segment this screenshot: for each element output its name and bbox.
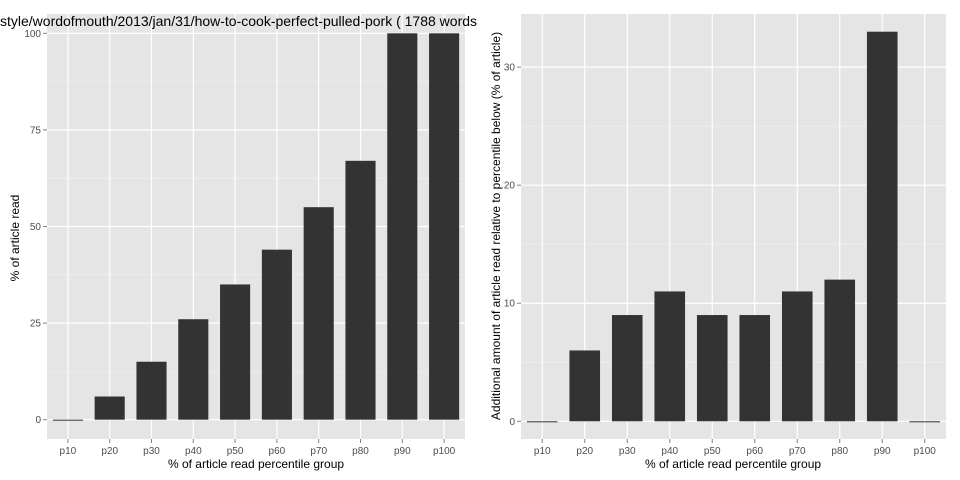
bar-right-p80 — [824, 279, 856, 422]
bar-left-p10 — [52, 419, 83, 421]
y-tick-label-left: 25 — [30, 319, 42, 330]
x-tick-label-right: p70 — [789, 446, 806, 457]
x-tick-label-left: p70 — [310, 446, 327, 457]
x-tick-label-right: p60 — [746, 446, 763, 457]
x-tick-label-left: p100 — [433, 446, 456, 457]
x-tick-label-right: p40 — [661, 446, 678, 457]
x-tick-label-left: p30 — [143, 446, 160, 457]
y-tick-label-right: 30 — [504, 63, 516, 74]
bar-right-p70 — [781, 291, 813, 422]
bar-left-p80 — [345, 160, 376, 420]
x-tick-label-right: p50 — [704, 446, 721, 457]
x-tick-label-right: p30 — [619, 446, 636, 457]
y-tick-label-left: 100 — [24, 29, 41, 40]
chart-left: 0 25 50 75 100 p10 p20 p30 p40 p50 p60 p70 p80 p90 p10… — [0, 13, 477, 471]
bar-left-p50 — [220, 284, 251, 420]
x-tick-label-left: p20 — [101, 446, 118, 457]
y-axis-title-right: Additional amount of article read relati… — [489, 32, 503, 420]
bar-right-p60 — [739, 315, 771, 422]
x-tick-label-right: p90 — [874, 446, 891, 457]
y-tick-label-right: 0 — [509, 417, 515, 428]
x-axis-title-left: % of article read percentile group — [168, 457, 344, 471]
x-axis-title-right: % of article read percentile group — [645, 457, 821, 471]
y-tick-label-right: 20 — [504, 181, 516, 192]
bar-right-p50 — [696, 315, 728, 422]
bar-right-p20 — [569, 350, 601, 422]
bar-left-p90 — [387, 33, 418, 420]
x-tick-label-right: p10 — [534, 446, 551, 457]
chart-right: 0 10 20 30 p10 p20 p30 p40 p50 p60 p70 p80 p90 p100 % … — [489, 14, 946, 471]
bar-left-p20 — [94, 396, 125, 420]
x-tick-label-right: p20 — [576, 446, 593, 457]
bar-right-p30 — [611, 315, 643, 422]
x-tick-label-left: p40 — [185, 446, 202, 457]
y-tick-label-left: 75 — [30, 125, 42, 136]
bar-left-p70 — [303, 207, 334, 420]
x-tick-label-left: p50 — [227, 446, 244, 457]
chart-title: style/wordofmouth/2013/jan/31/how-to-coo… — [0, 13, 477, 29]
bar-left-p30 — [136, 361, 167, 420]
x-tick-label-left: p10 — [60, 446, 77, 457]
y-tick-label-right: 10 — [504, 299, 516, 310]
bar-left-p100 — [429, 33, 460, 420]
x-tick-label-left: p80 — [352, 446, 369, 457]
y-tick-label-left: 50 — [30, 222, 42, 233]
bar-left-p60 — [261, 249, 292, 420]
bar-right-p40 — [654, 291, 686, 422]
y-tick-label-left: 0 — [35, 415, 41, 426]
x-tick-label-right: p100 — [914, 446, 937, 457]
bar-right-p10 — [526, 421, 558, 423]
bar-left-p40 — [178, 319, 209, 420]
bar-right-p90 — [866, 31, 898, 422]
bar-right-p100 — [909, 421, 941, 423]
x-tick-label-right: p80 — [831, 446, 848, 457]
x-tick-label-left: p90 — [394, 446, 411, 457]
y-axis-title-left: % of article read — [8, 195, 22, 282]
x-tick-label-left: p60 — [269, 446, 286, 457]
